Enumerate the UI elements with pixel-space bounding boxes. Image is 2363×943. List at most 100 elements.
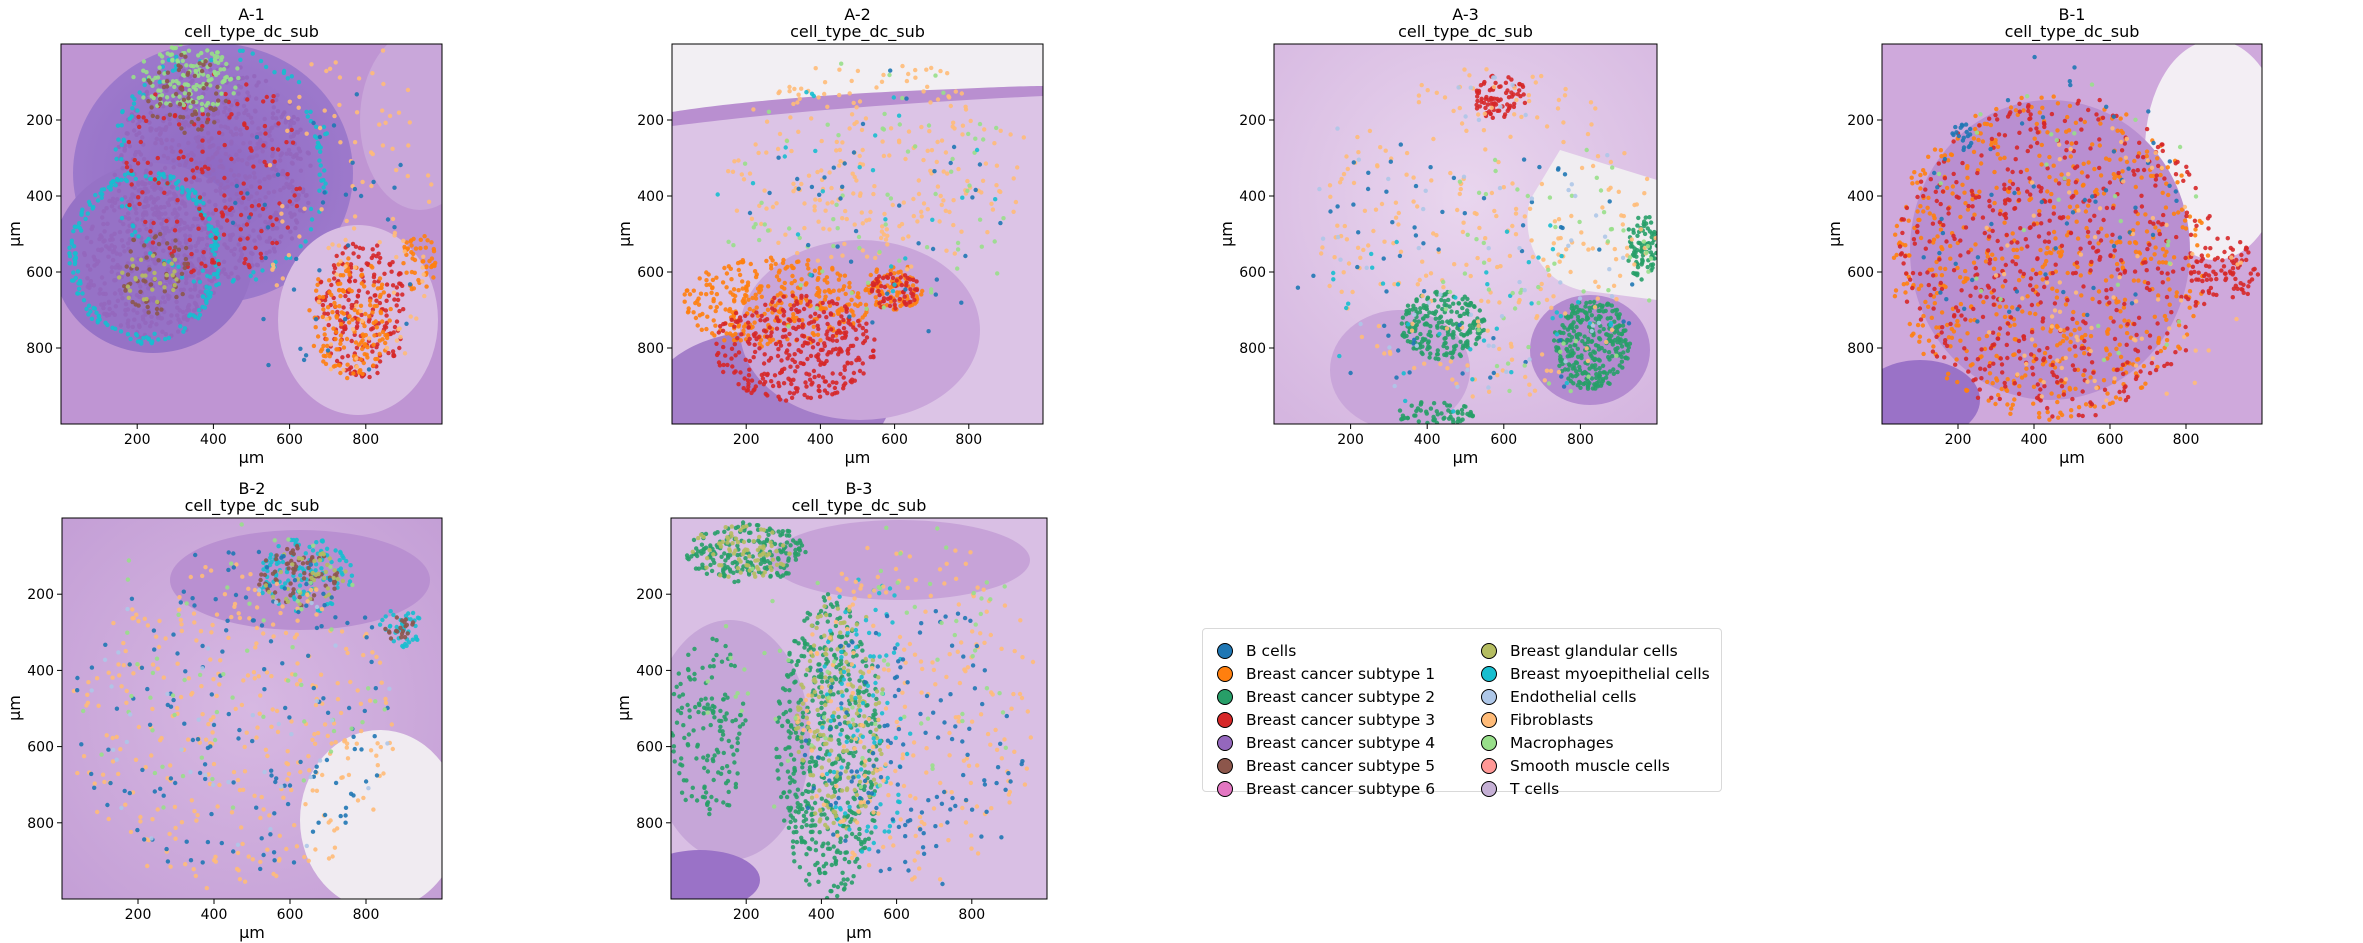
cell-point bbox=[925, 207, 930, 212]
cell-point bbox=[1351, 160, 1357, 165]
cell-point bbox=[219, 55, 225, 60]
cell-point bbox=[812, 208, 817, 213]
cell-point bbox=[979, 190, 984, 195]
cell-point bbox=[739, 332, 744, 337]
cell-point bbox=[240, 75, 246, 81]
cell-point bbox=[1351, 180, 1357, 186]
cell-point bbox=[220, 212, 226, 217]
cell-point bbox=[1616, 331, 1622, 336]
cell-point bbox=[1460, 371, 1465, 376]
cell-point bbox=[1341, 270, 1346, 275]
cell-point bbox=[207, 62, 213, 68]
cell-point bbox=[1396, 222, 1401, 227]
cell-point bbox=[289, 127, 294, 133]
cell-point bbox=[170, 79, 176, 84]
cell-point bbox=[110, 257, 116, 263]
cell-point bbox=[1424, 409, 1429, 414]
cell-point bbox=[792, 278, 797, 284]
cell-point bbox=[313, 317, 319, 322]
x-axis: 200 400 600 800 bbox=[1337, 424, 1594, 448]
cell-point bbox=[1574, 324, 1579, 330]
cell-point bbox=[236, 91, 241, 96]
cell-point bbox=[228, 235, 233, 240]
cell-point bbox=[994, 125, 999, 131]
cell-point bbox=[1509, 90, 1514, 95]
cell-point bbox=[1595, 296, 1601, 301]
cell-point bbox=[216, 98, 221, 103]
cell-point bbox=[825, 391, 830, 396]
cell-point bbox=[983, 161, 989, 166]
cell-point bbox=[257, 185, 263, 190]
cell-point bbox=[750, 313, 755, 318]
cell-point bbox=[1590, 386, 1596, 391]
cell-point bbox=[173, 45, 178, 51]
cell-point bbox=[251, 270, 256, 275]
cell-point bbox=[143, 251, 148, 256]
cell-point bbox=[805, 302, 810, 307]
cell-point bbox=[261, 99, 266, 104]
cell-point bbox=[736, 288, 741, 293]
cell-point bbox=[382, 324, 388, 329]
cell-point bbox=[1614, 307, 1620, 313]
cell-point bbox=[1532, 388, 1538, 393]
cell-point bbox=[900, 236, 906, 241]
cell-point bbox=[308, 163, 313, 168]
cell-point bbox=[119, 157, 124, 162]
x-tick-label: 200 bbox=[1337, 432, 1364, 448]
cell-point bbox=[177, 240, 182, 246]
cell-point bbox=[401, 307, 406, 312]
cell-point bbox=[132, 204, 137, 209]
cell-point bbox=[395, 292, 400, 297]
cell-point bbox=[211, 272, 217, 277]
cell-point bbox=[708, 305, 713, 310]
cell-point bbox=[973, 187, 978, 193]
cell-point bbox=[860, 248, 865, 253]
cell-point bbox=[235, 101, 240, 107]
cell-point bbox=[1394, 239, 1399, 245]
cell-point bbox=[1611, 371, 1617, 376]
cell-point bbox=[1584, 300, 1589, 306]
cell-point bbox=[1607, 381, 1612, 386]
cell-point bbox=[374, 325, 379, 330]
cell-point bbox=[370, 151, 375, 157]
cell-point bbox=[120, 270, 125, 275]
cell-point bbox=[861, 371, 866, 376]
cell-point bbox=[844, 216, 849, 222]
cell-point bbox=[1465, 308, 1470, 313]
cell-point bbox=[1488, 95, 1494, 101]
cell-point bbox=[1642, 223, 1647, 229]
cell-point bbox=[1644, 176, 1650, 182]
cell-point bbox=[859, 210, 864, 215]
cell-point bbox=[285, 225, 290, 230]
cell-point bbox=[1575, 354, 1581, 359]
cell-point bbox=[751, 355, 756, 360]
cell-point bbox=[1317, 186, 1322, 192]
cell-point bbox=[934, 159, 939, 165]
cell-point bbox=[151, 298, 156, 303]
cell-point bbox=[226, 274, 231, 280]
cell-point bbox=[726, 239, 731, 244]
cell-point bbox=[1477, 308, 1483, 313]
plot-frame bbox=[60, 43, 443, 425]
cell-point bbox=[378, 285, 384, 290]
cell-point bbox=[126, 170, 131, 176]
cell-point bbox=[167, 121, 173, 127]
cell-point bbox=[836, 133, 841, 138]
cell-point bbox=[101, 221, 106, 227]
cell-point bbox=[221, 259, 227, 264]
cell-point bbox=[1457, 191, 1463, 197]
cell-point bbox=[930, 246, 936, 252]
cell-point bbox=[73, 259, 78, 264]
cell-point bbox=[130, 299, 135, 305]
cell-point bbox=[979, 244, 984, 249]
cell-point bbox=[181, 154, 186, 160]
cell-point bbox=[1421, 337, 1427, 343]
panel-subtitle: cell_type_dc_sub bbox=[1398, 22, 1533, 42]
cell-point bbox=[1522, 214, 1528, 219]
cell-point bbox=[974, 147, 980, 153]
cell-point bbox=[1499, 314, 1505, 319]
cell-point bbox=[259, 228, 264, 234]
cell-point bbox=[1610, 165, 1615, 170]
cell-point bbox=[377, 276, 383, 281]
cell-point bbox=[176, 81, 181, 86]
